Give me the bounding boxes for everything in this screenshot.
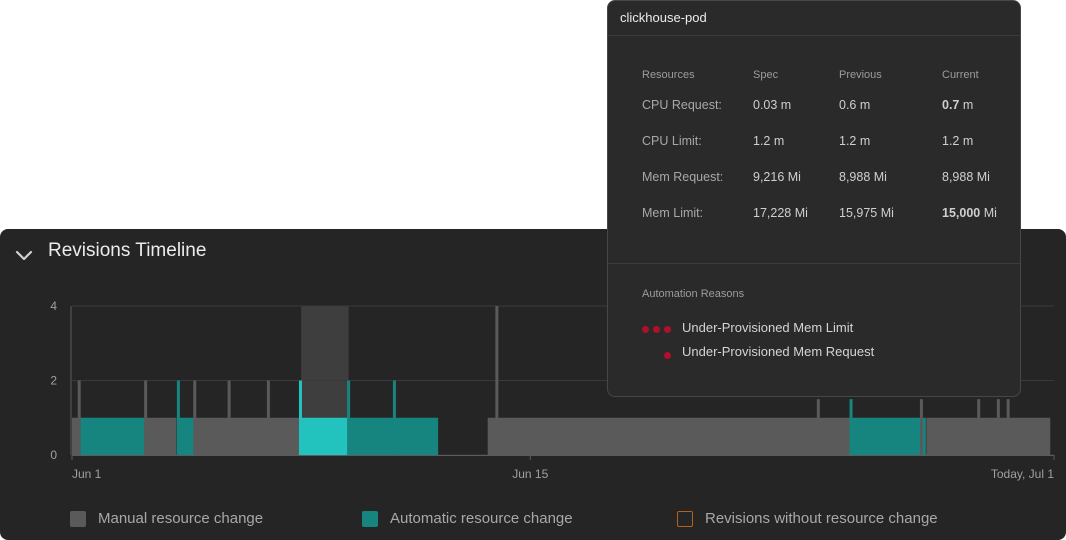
revision-spike-manual <box>1006 399 1010 455</box>
current-value-unit: Mi <box>980 206 997 220</box>
table-header-row: Resources Spec Previous Current <box>642 69 1012 87</box>
timeline-segment-manual <box>487 417 498 455</box>
timeline-segment-manual <box>194 417 229 455</box>
legend-swatch-no-resource-change <box>677 510 693 527</box>
severity-dot-icon <box>642 345 682 359</box>
y-tick-label: 0 <box>50 448 57 462</box>
legend-item-manual[interactable]: Manual resource change <box>70 510 263 527</box>
legend-label-manual: Manual resource change <box>98 510 264 527</box>
timeline-segment-manual <box>998 417 1051 455</box>
table-row-mem-request: Mem Request: 9,216 Mi 8,988 Mi 8,988 Mi <box>642 159 1012 195</box>
previous-value: 1.2 m <box>839 134 871 148</box>
reason-label: Under-Provisioned Mem Request <box>682 344 875 359</box>
previous-value: 8,988 Mi <box>839 170 887 184</box>
legend-swatch-manual <box>70 510 86 527</box>
current-value-number: 0.7 <box>942 98 960 112</box>
timeline-segment-manual <box>72 417 79 455</box>
revision-spike-manual <box>144 380 148 455</box>
reason-item: Under-Provisioned Mem Request <box>642 344 874 359</box>
spec-value: 1.2 m <box>753 134 785 148</box>
table-row-mem-limit: Mem Limit: 17,228 Mi 15,975 Mi 15,000 Mi <box>642 195 1012 231</box>
legend-label-automatic: Automatic resource change <box>390 510 573 527</box>
current-value: 0.7 m <box>942 87 1012 123</box>
revision-spike-manual <box>193 380 197 455</box>
automation-reasons-title: Automation Reasons <box>642 288 745 300</box>
legend-label-no-resource-change: Revisions without resource change <box>705 510 938 527</box>
legend-item-no-resource-change[interactable]: Revisions without resource change <box>677 510 938 527</box>
x-tick-label: Jun 1 <box>72 467 102 481</box>
timeline-segment-manual <box>145 417 177 455</box>
timeline-segment-auto <box>176 417 195 455</box>
column-header-current: Current <box>942 69 979 81</box>
timeline-segment-manual <box>926 417 979 455</box>
x-tick-label: Today, Jul 1 <box>991 467 1054 481</box>
previous-value: 15,975 Mi <box>839 206 894 220</box>
revision-spike-auto <box>176 380 180 455</box>
revision-spike-auto <box>849 399 853 455</box>
revision-spike-auto-selected <box>298 380 302 455</box>
spec-value: 0.03 m <box>753 98 792 112</box>
y-tick-label: 4 <box>50 299 57 313</box>
column-header-spec: Spec <box>753 69 779 81</box>
revision-spike-manual <box>977 399 981 455</box>
current-value: 15,000 Mi <box>942 195 1012 231</box>
spec-value: 9,216 Mi <box>753 170 801 184</box>
revision-tooltip: clickhouse-pod Resources Spec Previous C… <box>607 0 1021 397</box>
revision-spike-auto <box>347 380 351 455</box>
current-value: 8,988 Mi <box>942 170 990 184</box>
previous-value: 0.6 m <box>839 98 871 112</box>
revision-spike-auto <box>392 380 396 455</box>
revision-spike-manual <box>77 380 81 455</box>
timeline-segment-manual <box>818 417 851 455</box>
revision-spike-manual <box>919 399 923 455</box>
revision-spike-manual <box>816 399 820 455</box>
legend-swatch-automatic <box>362 510 378 527</box>
panel-title: Revisions Timeline <box>48 240 207 261</box>
severity-dots-icon <box>642 321 682 335</box>
column-header-resources: Resources <box>642 69 695 81</box>
revision-spike-manual <box>227 380 231 455</box>
revision-spike-manual <box>495 306 499 455</box>
current-value-unit: m <box>959 98 974 112</box>
reason-item: Under-Provisioned Mem Limit <box>642 320 853 335</box>
legend-item-automatic[interactable]: Automatic resource change <box>362 510 573 527</box>
timeline-segment-manual <box>978 417 998 455</box>
timeline-segment-auto <box>851 417 926 455</box>
timeline-segment-manual <box>268 417 301 455</box>
y-tick-label: 2 <box>50 374 57 388</box>
timeline-segment-auto <box>78 417 146 455</box>
revision-spike-manual <box>996 399 1000 455</box>
legend: Manual resource change Automatic resourc… <box>0 510 1066 532</box>
current-value-number: 15,000 <box>942 206 981 220</box>
x-tick-label: Jun 15 <box>512 467 548 481</box>
resource-name: CPU Limit: <box>642 134 702 148</box>
tooltip-divider <box>608 263 1020 264</box>
revision-spike-manual <box>266 380 270 455</box>
revisions-chart[interactable]: 0 2 4 Jun 1 Jun 15 Today, Jul 1 <box>0 229 1066 499</box>
spec-value: 17,228 Mi <box>753 206 808 220</box>
timeline-segment-auto-selected <box>301 417 349 455</box>
resource-name: Mem Limit: <box>642 206 704 220</box>
resource-name: Mem Request: <box>642 170 724 184</box>
current-value: 1.2 m <box>942 134 974 148</box>
table-row-cpu-request: CPU Request: 0.03 m 0.6 m 0.7 m <box>642 87 1012 123</box>
resource-name: CPU Request: <box>642 98 722 112</box>
timeline-segment-manual <box>229 417 268 455</box>
timeline-segment-manual <box>497 417 818 455</box>
column-header-previous: Previous <box>839 69 882 81</box>
tooltip-title: clickhouse-pod <box>608 1 1020 36</box>
reason-label: Under-Provisioned Mem Limit <box>682 320 854 335</box>
resources-table: Resources Spec Previous Current CPU Requ… <box>642 69 1012 231</box>
chevron-down-icon[interactable] <box>12 243 36 267</box>
table-row-cpu-limit: CPU Limit: 1.2 m 1.2 m 1.2 m <box>642 123 1012 159</box>
